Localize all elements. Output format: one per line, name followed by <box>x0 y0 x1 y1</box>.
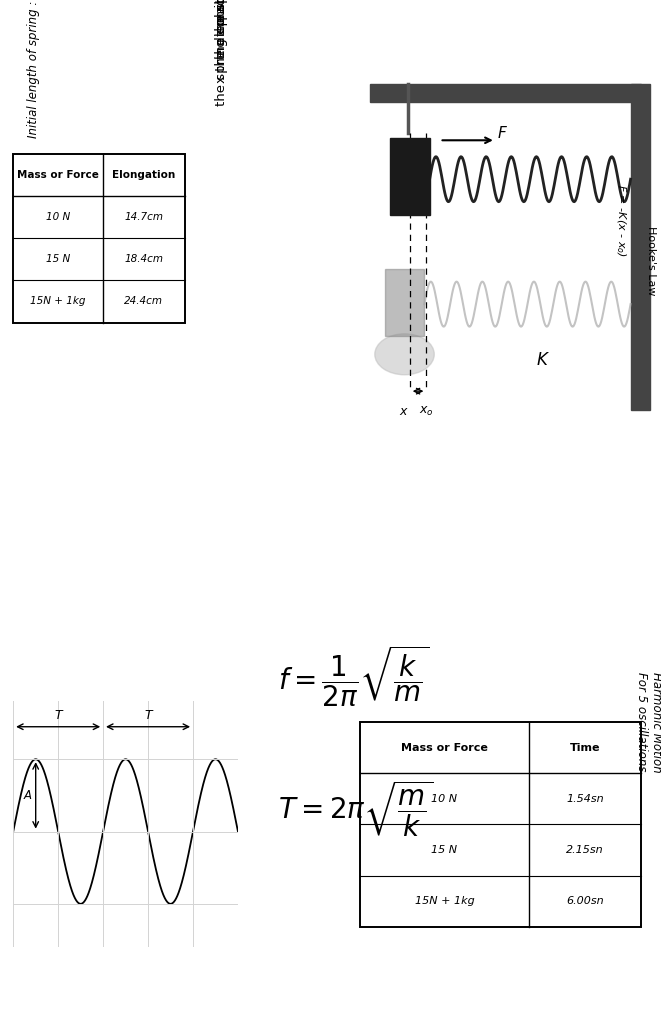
Text: 15N + 1kg: 15N + 1kg <box>414 896 475 906</box>
Text: Initial length of spring :: Initial length of spring : <box>26 1 40 138</box>
Bar <box>385 269 424 336</box>
Text: A: A <box>24 788 32 802</box>
Text: 2.15sn: 2.15sn <box>566 845 603 855</box>
Text: 15 N: 15 N <box>432 845 457 855</box>
Text: 15N + 1kg: 15N + 1kg <box>30 296 86 306</box>
Bar <box>370 84 641 102</box>
Text: 14.7cm: 14.7cm <box>124 212 163 222</box>
Text: x$_o$: x$_o$ <box>419 406 434 418</box>
Bar <box>390 138 430 215</box>
Text: the equilibrium position is xo: the equilibrium position is xo <box>215 0 228 59</box>
Text: $f = \dfrac{1}{2\pi}\sqrt{\dfrac{k}{m}}$: $f = \dfrac{1}{2\pi}\sqrt{\dfrac{k}{m}}$ <box>278 643 430 709</box>
Text: 24.4cm: 24.4cm <box>124 296 163 306</box>
Text: Time: Time <box>570 742 600 753</box>
Text: 10 N: 10 N <box>432 794 457 804</box>
Text: 10 N: 10 N <box>46 212 70 222</box>
Text: $T = 2\pi\sqrt{\dfrac{m}{k}}$: $T = 2\pi\sqrt{\dfrac{m}{k}}$ <box>278 779 433 839</box>
Text: T: T <box>144 710 152 722</box>
Text: Mass or Force: Mass or Force <box>17 170 99 180</box>
Text: F: F <box>498 126 507 140</box>
Ellipse shape <box>375 334 434 375</box>
Text: K: K <box>537 351 547 370</box>
Text: x the displacement of the spring from its position at equilibrium is x.: x the displacement of the spring from it… <box>215 0 228 83</box>
Text: Harmonic Motion
For 5 oscillations: Harmonic Motion For 5 oscillations <box>635 672 661 772</box>
Text: the spring force is F,: the spring force is F, <box>215 0 228 36</box>
Text: F = -K(x - x$_o$): F = -K(x - x$_o$) <box>614 183 628 257</box>
Text: 6.00sn: 6.00sn <box>566 896 603 906</box>
Text: the spring constant is k: the spring constant is k <box>215 0 228 106</box>
Text: x: x <box>399 406 407 418</box>
Bar <box>13 154 185 323</box>
Text: 18.4cm: 18.4cm <box>124 254 163 264</box>
Bar <box>631 84 650 410</box>
Text: T: T <box>54 710 62 722</box>
Text: Mass or Force: Mass or Force <box>401 742 488 753</box>
Text: 15 N: 15 N <box>46 254 70 264</box>
Text: 1.54sn: 1.54sn <box>566 794 603 804</box>
Bar <box>360 722 641 927</box>
Text: Elongation: Elongation <box>112 170 175 180</box>
Text: Hooke's Law: Hooke's Law <box>646 226 656 296</box>
